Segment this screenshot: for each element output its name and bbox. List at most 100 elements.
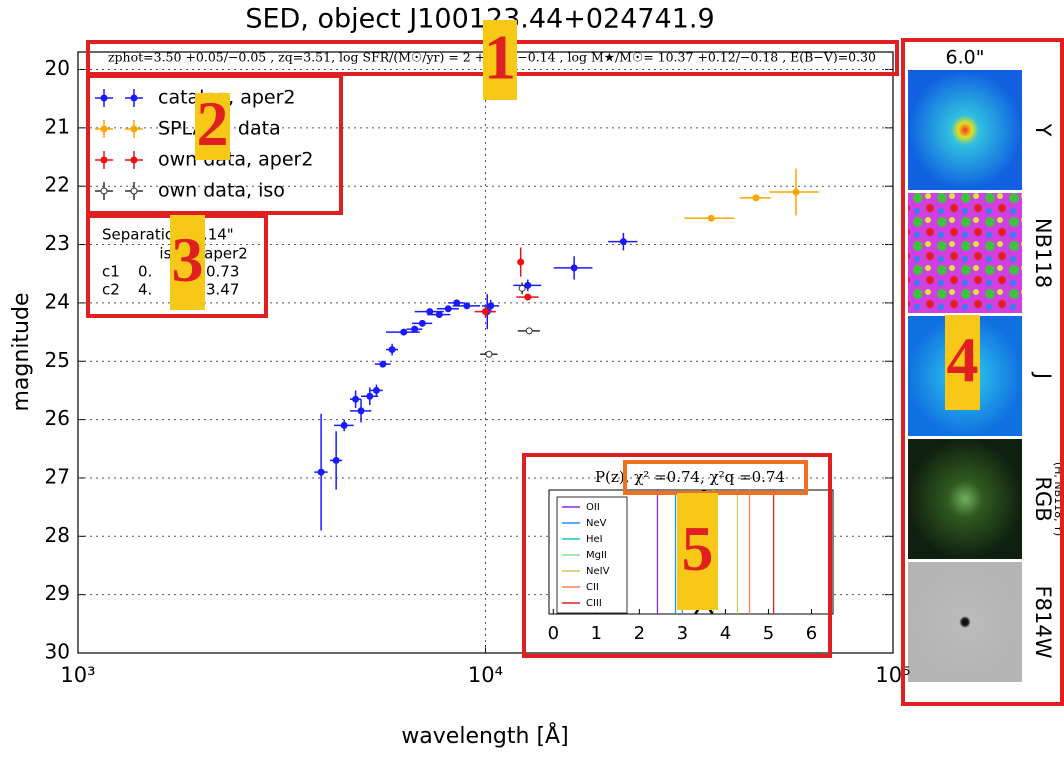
x-tick-label: 10³ (60, 663, 95, 687)
stamp-image (908, 439, 1022, 559)
data-point (426, 308, 434, 316)
badge-number: 1 (484, 22, 516, 93)
legend-label: NeV (586, 518, 607, 529)
separation-cell: 0.73 (206, 263, 239, 281)
separation-cell: 4. (138, 281, 152, 299)
legend-label: own data, aper2 (158, 149, 313, 171)
badge (483, 20, 517, 100)
data-point (400, 328, 408, 336)
badge-number: 2 (197, 88, 229, 159)
legend-label: own data, iso (158, 180, 285, 202)
annotation-overlay: 1 2 3 4 5 (86, 20, 1064, 706)
badge (945, 315, 980, 410)
data-point (453, 299, 461, 307)
stamp-image (908, 562, 1022, 682)
legend-icon (130, 156, 138, 164)
data-point (792, 188, 800, 196)
legend-label: NeIV (586, 566, 610, 577)
legend-label: MgII (586, 550, 607, 561)
data-point (518, 284, 526, 292)
y-tick-label: 28 (45, 523, 70, 547)
badge (170, 215, 205, 310)
data-point (487, 302, 495, 310)
data-point (411, 325, 419, 333)
highlight-box (522, 453, 832, 658)
y-tick-label: 24 (45, 289, 70, 313)
data-point (332, 456, 340, 464)
x-axis-label: wavelength [Å] (401, 722, 568, 749)
x-tick-label: 1 (591, 623, 602, 644)
y-tick-label: 25 (45, 348, 70, 372)
data-point (379, 360, 387, 368)
x-tick-label: 10⁴ (468, 663, 503, 687)
data-point (463, 302, 471, 310)
data-point (317, 468, 325, 476)
data-point (418, 319, 426, 327)
highlight-box (901, 38, 1064, 706)
separation-cell: c2 (102, 281, 120, 299)
badge-number: 5 (682, 513, 714, 584)
badge (677, 493, 718, 610)
separation-cell: 0. (138, 263, 152, 281)
data-point (524, 281, 532, 289)
y-tick-label: 20 (45, 56, 70, 80)
data-point (485, 350, 493, 358)
badge-number: 4 (947, 324, 979, 395)
badge (195, 93, 230, 160)
stamp-label: F814W (1031, 586, 1055, 659)
badge-number: 3 (172, 224, 204, 295)
data-point (517, 258, 525, 266)
separation-cell: c1 (102, 263, 120, 281)
data-point (340, 421, 348, 429)
stamp-label: J (1031, 371, 1055, 379)
y-tick-label: 22 (45, 173, 70, 197)
data-point (525, 327, 533, 335)
legend-label: CIII (586, 598, 602, 609)
y-tick-label: 30 (45, 640, 70, 664)
stamp-label: NB118 (1031, 218, 1055, 288)
separation-header: aper2 (204, 245, 248, 263)
y-tick-label: 27 (45, 464, 70, 488)
legend-icon (100, 94, 108, 102)
data-point (482, 308, 489, 316)
y-axis-label: magnitude (9, 292, 34, 411)
data-point (352, 395, 360, 403)
data-point (372, 386, 380, 394)
stamp-label: Y (1031, 123, 1055, 137)
x-tick-label: 3 (677, 623, 688, 644)
stamp-label: RGB (1031, 476, 1055, 521)
separation-cell: 3.47 (206, 281, 239, 299)
data-point (524, 293, 532, 301)
separation-title: Separation: 0.14" (102, 226, 234, 244)
data-point (570, 264, 578, 272)
x-tick-label: 6 (806, 623, 817, 644)
data-point (707, 214, 715, 222)
x-tick-label: 0 (548, 623, 559, 644)
y-tick-label: 26 (45, 406, 70, 430)
inset-title: P(z), χ² =0.74, χ²q =0.74 (595, 468, 785, 486)
x-tick-label: 4 (720, 623, 731, 644)
y-tick-label: 21 (45, 114, 70, 138)
y-tick-label: 29 (45, 581, 70, 605)
x-tick-label: 2 (634, 623, 645, 644)
stamp-image (908, 193, 1022, 313)
data-point (388, 346, 396, 354)
legend-icon (130, 187, 138, 195)
legend-icon (100, 125, 108, 133)
sed-plot: SED, object J100123.44+024741.9zphot=3.5… (9, 4, 911, 750)
stamp-image (908, 70, 1022, 190)
highlight-box (86, 74, 343, 215)
legend-label: OII (586, 502, 600, 513)
legend-icon (100, 187, 108, 195)
stamp-size: 6.0" (946, 47, 985, 69)
data-point (752, 194, 760, 202)
data-point (444, 305, 452, 313)
y-tick-label: 23 (45, 231, 70, 255)
legend-label: CII (586, 582, 599, 593)
legend-icon (130, 94, 138, 102)
chart-title: SED, object J100123.44+024741.9 (245, 4, 714, 35)
legend-icon (130, 125, 138, 133)
x-tick-label: 5 (763, 623, 774, 644)
